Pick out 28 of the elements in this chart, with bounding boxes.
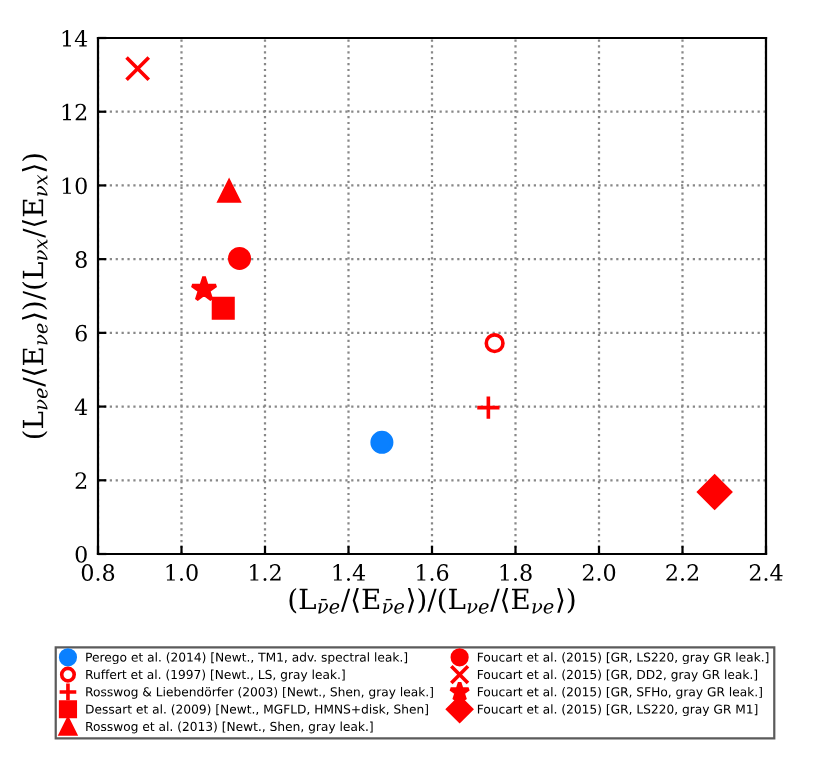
point [370,430,394,454]
x-tick-label: 1.0 [166,564,198,581]
x-tick-label: 1.2 [250,564,281,581]
point [475,394,502,421]
y-tick-label: 12 [62,103,87,121]
y-tick-label: 0 [75,545,87,563]
point [697,474,733,510]
y-tick-label: 4 [74,398,88,416]
point [190,275,218,302]
x-tick-label: 1.4 [333,564,366,581]
y-tick-label: 8 [75,251,87,268]
x-tick-label: 2.2 [666,564,698,581]
x-tick-label: 2.4 [749,564,783,581]
text: (L$_{ν̄e}$/⟨E$_{ν̄e}$⟩)/(L$_{νe}$/⟨E$_{νe}$⟩) [289,588,575,614]
y-tick-label: 2 [75,472,87,489]
point [211,296,235,320]
point [228,246,252,270]
text: (L$_{νe}$/⟨E$_{νe}$⟩)/(L$_{νx}$/⟨E$_{νx}$⟩) [22,154,48,439]
point [124,55,151,82]
point [217,179,241,203]
point [484,333,505,354]
y-tick-label: 10 [62,177,87,195]
x-tick-label: 0.8 [81,564,115,581]
y-tick-label: 14 [62,29,88,47]
x-tick-label: 2.0 [582,564,616,581]
x-tick-label: 1.8 [500,564,532,581]
y-tick-label: 6 [75,324,87,342]
x-tick-label: 1.6 [417,564,449,581]
